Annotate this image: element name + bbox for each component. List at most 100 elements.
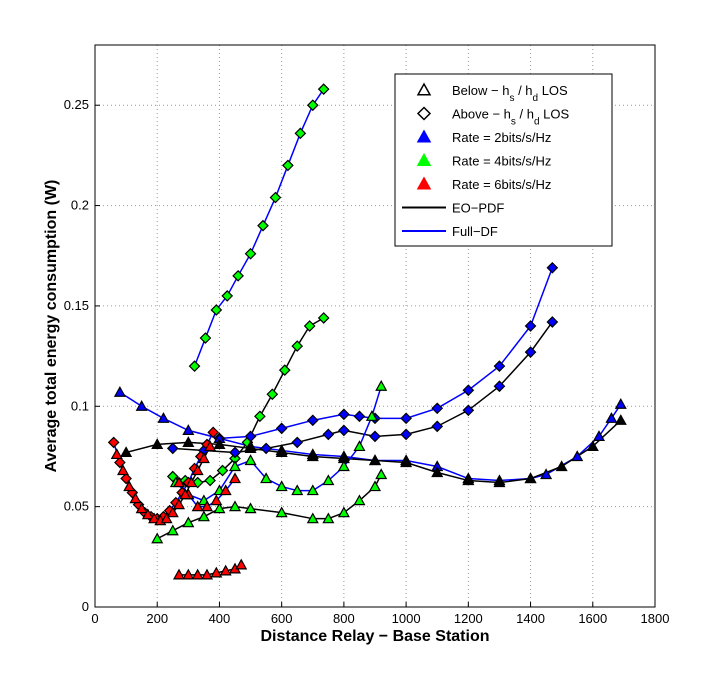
y-tick-label: 0.25 <box>64 97 89 112</box>
diamond-marker <box>207 426 220 439</box>
triangle-marker <box>213 438 226 450</box>
triangle-marker <box>605 412 618 423</box>
x-tick-label: 1000 <box>392 611 421 626</box>
legend-text-part: s <box>511 116 516 127</box>
triangle-marker <box>260 472 273 484</box>
triangle-marker <box>191 500 204 512</box>
triangle-marker <box>416 152 432 167</box>
legend-text-part: s <box>509 93 514 104</box>
diamond-marker <box>269 191 282 204</box>
legend-text-part: EO−PDF <box>452 201 504 216</box>
diamond-marker <box>338 424 350 437</box>
triangle-marker <box>116 464 130 476</box>
triangle-marker <box>200 568 214 580</box>
diamond-marker <box>317 83 330 96</box>
triangle-marker <box>368 454 382 466</box>
triangle-marker <box>416 176 432 190</box>
diamond-marker <box>204 474 216 487</box>
diamond-marker <box>266 388 279 401</box>
diamond-marker <box>257 219 269 232</box>
diamond-marker <box>493 380 506 393</box>
x-tick-label: 200 <box>146 611 168 626</box>
triangle-marker <box>160 512 173 524</box>
diamond-marker <box>369 430 381 443</box>
diamond-marker <box>291 436 304 449</box>
legend-text-part: LOS <box>540 107 570 122</box>
diamond-marker <box>244 247 257 260</box>
legend-text-part: Rate = 6bits/s/Hz <box>452 177 551 192</box>
triangle-marker <box>592 430 606 441</box>
triangle-marker <box>275 446 288 458</box>
triangle-marker <box>228 472 242 484</box>
triangle-marker <box>179 488 192 500</box>
triangle-marker <box>368 480 382 492</box>
triangle-marker <box>228 460 242 472</box>
axes-box <box>94 44 656 608</box>
legend-label: Rate = 4bits/s/Hz <box>452 154 551 169</box>
triangle-marker <box>306 450 319 462</box>
triangle-marker <box>151 438 164 450</box>
triangle-marker <box>291 484 304 496</box>
legend-label: Full−DF <box>452 224 498 239</box>
triangle-marker <box>135 400 148 411</box>
triangle-marker <box>191 464 204 476</box>
series-line <box>193 88 325 367</box>
triangle-marker <box>571 450 584 462</box>
triangle-marker <box>148 512 161 524</box>
triangle-marker <box>197 510 210 522</box>
x-tick-label: 0 <box>91 611 98 626</box>
triangle-marker <box>322 474 335 486</box>
y-tick-label: 0.2 <box>71 198 89 213</box>
triangle-marker <box>353 440 366 452</box>
diamond-marker <box>317 312 330 324</box>
x-axis-label: Distance Relay − Base Station <box>261 628 490 645</box>
triangle-marker <box>123 480 136 492</box>
triangle-marker <box>614 414 627 425</box>
legend-label: Rate = 2bits/s/Hz <box>452 130 551 145</box>
triangle-marker <box>337 460 350 472</box>
triangle-marker <box>524 472 537 484</box>
diamond-marker <box>524 320 537 332</box>
triangle-marker <box>235 558 248 570</box>
legend-label: Rate = 6bits/s/Hz <box>452 177 551 192</box>
diamond-marker <box>107 436 120 449</box>
triangle-marker <box>306 512 319 524</box>
diamond-marker <box>282 159 294 172</box>
diamond-marker <box>294 127 307 140</box>
diamond-marker <box>232 269 244 282</box>
triangle-marker <box>204 440 217 452</box>
x-tick-label: 1400 <box>516 611 545 626</box>
triangle-marker <box>182 424 195 435</box>
diamond-marker <box>114 456 126 469</box>
triangle-marker <box>110 448 123 460</box>
x-tick-label: 1800 <box>641 611 670 626</box>
triangle-marker <box>219 564 232 576</box>
triangle-marker <box>275 506 288 518</box>
legend-text-part: Below − h <box>452 83 509 98</box>
triangle-marker <box>166 524 179 536</box>
legend-text-part: d <box>534 116 540 127</box>
legend-text-part: d <box>533 93 539 104</box>
triangle-marker <box>172 476 186 488</box>
triangle-marker <box>416 129 432 143</box>
triangle-marker <box>113 386 126 397</box>
triangle-marker <box>244 442 257 454</box>
triangle-marker <box>151 532 164 544</box>
diamond-marker <box>303 320 316 332</box>
triangle-marker <box>275 480 288 492</box>
diamond-marker <box>546 316 559 328</box>
triangle-marker <box>197 452 210 464</box>
diamond-marker <box>353 410 366 423</box>
triangle-marker <box>185 476 198 488</box>
triangle-marker <box>172 568 186 580</box>
legend-text-part: Rate = 2bits/s/Hz <box>452 130 551 145</box>
diamond-marker <box>400 428 412 441</box>
triangle-marker <box>306 484 319 496</box>
triangle-marker <box>244 454 257 466</box>
triangle-marker <box>135 502 148 514</box>
triangle-marker <box>244 502 257 514</box>
legend-text-part: LOS <box>538 83 568 98</box>
diamond-marker <box>431 402 444 415</box>
triangle-marker <box>166 506 179 518</box>
